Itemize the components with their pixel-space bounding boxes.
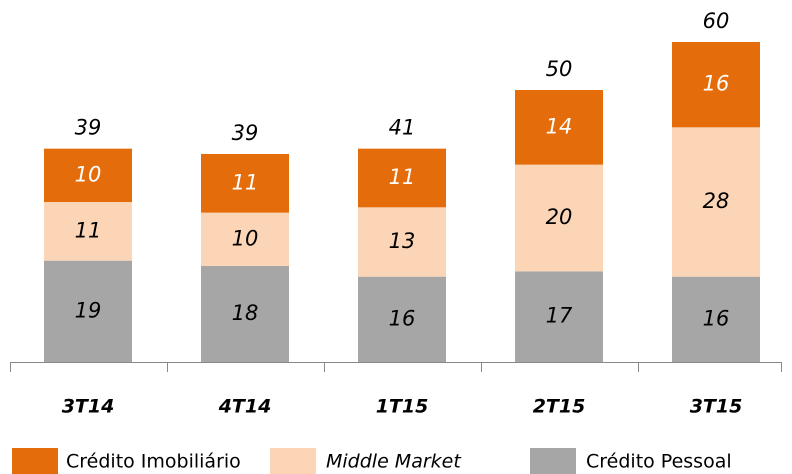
bar-segment — [201, 266, 289, 362]
bar-segment — [672, 127, 760, 277]
value-label: 20 — [546, 205, 573, 229]
bar-segment — [201, 212, 289, 266]
bar-segment — [515, 164, 603, 272]
total-label: 39 — [75, 116, 102, 140]
bar-segment — [44, 260, 132, 362]
bar-segment — [515, 271, 603, 362]
total-label: 60 — [703, 9, 730, 33]
legend-label: Crédito Imobiliário — [66, 451, 241, 473]
x-tick-label: 3T15 — [690, 396, 743, 418]
legend-swatch — [12, 448, 58, 474]
x-tick-label: 3T14 — [62, 396, 115, 418]
value-label: 16 — [389, 306, 416, 330]
legend-swatch — [270, 448, 316, 474]
legend-label: Crédito Pessoal — [586, 451, 732, 473]
bar-segment — [672, 276, 760, 362]
legend-swatch — [530, 448, 576, 474]
total-label: 39 — [232, 121, 259, 145]
value-label: 10 — [75, 162, 102, 186]
total-label: 50 — [546, 57, 573, 81]
value-label: 13 — [389, 229, 416, 253]
bar-segment — [44, 148, 132, 202]
value-label: 17 — [546, 304, 573, 328]
value-label: 11 — [75, 218, 102, 242]
value-label: 11 — [389, 165, 416, 189]
x-tick-label: 4T14 — [218, 396, 272, 418]
x-tick-label: 2T15 — [533, 396, 586, 418]
total-label: 41 — [389, 116, 416, 140]
value-label: 16 — [703, 72, 730, 96]
bar-segment — [44, 202, 132, 261]
value-label: 19 — [75, 298, 102, 322]
x-tick-label: 1T15 — [376, 396, 429, 418]
value-label: 18 — [232, 301, 259, 325]
value-label: 14 — [546, 114, 573, 138]
bar-segment — [515, 90, 603, 165]
bar-segment — [201, 154, 289, 213]
bar-segment — [358, 148, 446, 208]
value-label: 16 — [703, 306, 730, 330]
bar-segment — [672, 42, 760, 128]
value-label: 10 — [232, 226, 259, 250]
legend-label: Middle Market — [326, 451, 462, 473]
bar-segment — [358, 276, 446, 362]
value-label: 28 — [703, 189, 730, 213]
value-label: 11 — [232, 170, 259, 194]
bar-segment — [358, 207, 446, 277]
